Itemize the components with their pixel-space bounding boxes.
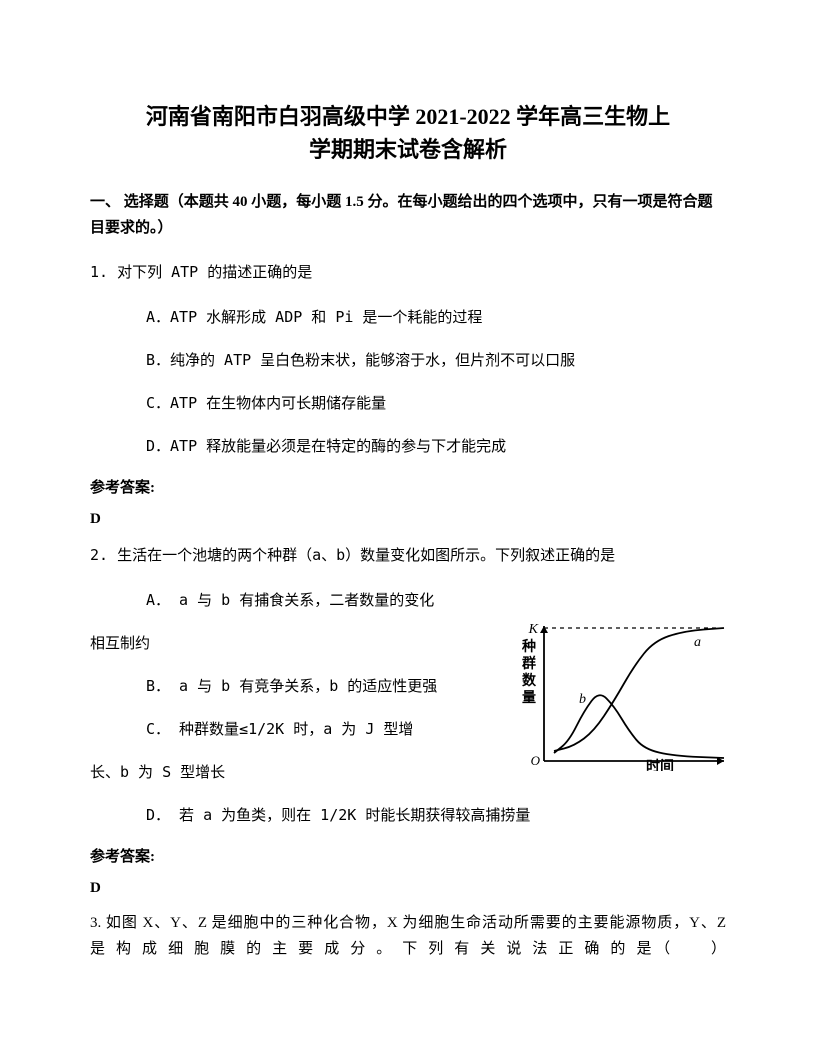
svg-text:量: 量 <box>522 690 536 706</box>
svg-text:a: a <box>694 635 701 650</box>
q1-option-d: D．ATP 释放能量必须是在特定的酶的参与下才能完成 <box>90 433 726 460</box>
title-line2: 学期期末试卷含解析 <box>90 133 726 166</box>
q1-option-b: B．纯净的 ATP 呈白色粉末状，能够溶于水，但片剂不可以口服 <box>90 347 726 374</box>
q1-answer: D <box>90 511 726 528</box>
svg-text:群: 群 <box>521 655 536 672</box>
q2-option-b: B． a 与 b 有竞争关系，b 的适应性更强 <box>90 673 480 700</box>
svg-text:时间: 时间 <box>646 758 674 771</box>
q3-line2: 是 构 成 细 胞 膜 的 主 要 成 分 。 下 列 有 关 说 法 正 确 … <box>90 937 726 963</box>
population-chart: O Ka b 种群数量时间 <box>516 621 726 771</box>
q2-option-a-line1: A． a 与 b 有捕食关系，二者数量的变化 <box>90 587 480 614</box>
svg-text:K: K <box>528 622 539 637</box>
q2-stem: 2. 生活在一个池塘的两个种群（a、b）数量变化如图所示。下列叙述正确的是 <box>90 542 726 569</box>
q2-answer-label: 参考答案: <box>90 845 726 866</box>
q1-stem: 1. 对下列 ATP 的描述正确的是 <box>90 259 726 286</box>
svg-text:种: 种 <box>521 638 536 655</box>
svg-text:b: b <box>579 692 586 707</box>
q2-body: OKab种群数量时间 A． a 与 b 有捕食关系，二者数量的变化 相互制约 B… <box>90 587 726 829</box>
q2-option-c-line1: C． 种群数量≤1/2K 时，a 为 J 型增 <box>90 716 480 743</box>
q1-answer-label: 参考答案: <box>90 476 726 497</box>
q2-option-d: D． 若 a 为鱼类，则在 1/2K 时能长期获得较高捕捞量 <box>90 802 726 829</box>
svg-text:数: 数 <box>522 672 537 689</box>
title-line1: 河南省南阳市白羽高级中学 2021-2022 学年高三生物上 <box>90 100 726 133</box>
svg-text:O: O <box>531 753 541 768</box>
section-header: 一、 选择题（本题共 40 小题，每小题 1.5 分。在每小题给出的四个选项中，… <box>90 190 726 241</box>
q3-line1: 3. 如图 X、Y、Z 是细胞中的三种化合物，X 为细胞生命活动所需要的主要能源… <box>90 911 726 937</box>
q2-answer: D <box>90 880 726 897</box>
q1-option-c: C．ATP 在生物体内可长期储存能量 <box>90 390 726 417</box>
q1-option-a: A．ATP 水解形成 ADP 和 Pi 是一个耗能的过程 <box>90 304 726 331</box>
